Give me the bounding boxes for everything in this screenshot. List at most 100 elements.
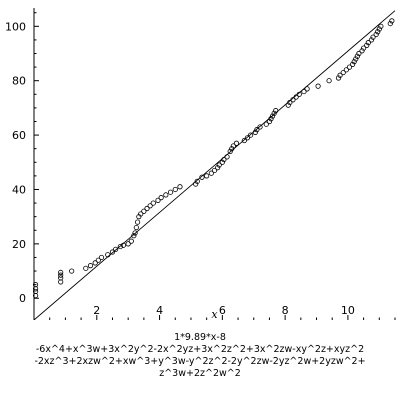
data-point [204,173,210,179]
data-point [216,162,222,168]
data-point [144,205,150,212]
data-point [296,91,302,97]
data-point [194,178,200,184]
y-tick-label: 20 [12,238,26,251]
equation-caption: 1*9.89*x-8 -6x^4+x^3w+3x^2y^2-2x^2yz+3x^… [0,332,400,380]
data-point [359,48,365,54]
y-tick-label: 40 [12,183,26,196]
x-tick-label: 2 [93,304,100,317]
x-tick-label: 8 [282,304,289,317]
data-point [361,45,367,51]
data-point [150,200,156,206]
ticks-group: 0 20 40 60 80 100 2 4 6 8 10 [5,12,396,320]
data-point [224,154,230,160]
data-point [193,181,199,187]
data-point [163,192,169,198]
data-point [244,135,251,141]
data-point [268,116,274,122]
data-point [326,78,332,84]
data-point [389,18,395,24]
data-point [125,241,131,247]
data-point [58,269,64,276]
data-point [58,275,64,281]
data-point [263,121,269,127]
data-point [285,102,291,108]
data-point [155,197,161,203]
data-point [340,69,346,76]
data-point [233,140,240,146]
x-axis-label: x [211,308,218,320]
data-point [287,99,293,106]
data-point [141,208,147,214]
data-point [375,29,381,35]
data-point [378,23,384,29]
data-point [147,203,153,209]
data-point [248,132,254,138]
data-point [211,167,218,174]
caption-line-3: -2xz^3+2xzw^2+xw^3+y^3w-y^2z^2-2y^2zw-2y… [34,356,366,367]
data-point [335,75,342,81]
data-point [290,97,296,103]
data-point [343,67,349,73]
caption-line-1: 1*9.89*x-8 [174,332,226,343]
data-point [134,219,141,225]
data-point [354,53,360,59]
data-point [92,260,98,266]
data-point [337,72,343,78]
data-point [304,86,310,92]
data-point [227,148,233,155]
data-point [69,268,75,274]
fit-line-group [33,10,396,320]
data-point [131,233,137,239]
data-point [215,165,221,171]
fit-line [33,10,396,320]
data-point [368,37,375,43]
data-point [257,124,263,130]
data-point [208,170,214,176]
data-point [301,88,307,95]
data-point [120,242,127,248]
x-tick-label: 4 [156,304,163,317]
caption-line-2: -6x^4+x^3w+3x^2y^2-2x^2yz+3x^2z^2+3x^2zw… [35,344,365,355]
data-point [254,127,260,133]
data-point [353,56,359,62]
data-point [266,118,273,125]
data-point [128,238,134,244]
data-point [158,195,164,201]
data-point [117,243,123,250]
data-point [219,159,225,165]
data-point [273,108,279,114]
data-point [58,272,64,278]
data-point [113,246,119,252]
scatter-plot: 0 20 40 60 80 100 2 4 6 8 10 x [5,8,396,320]
data-point [271,110,277,116]
data-point [133,224,139,231]
points-group [32,18,395,299]
data-point [346,64,353,70]
data-point [83,265,89,271]
y-tick-label: 0 [19,292,26,305]
data-point [167,189,174,195]
data-point [32,288,39,295]
data-point [365,40,371,46]
data-point [269,113,276,119]
data-point [351,59,357,65]
data-point [95,257,101,263]
data-point [241,137,247,144]
data-point [230,143,236,149]
data-point [387,20,393,27]
data-point [138,211,144,217]
data-point [221,156,227,163]
data-point [350,61,356,67]
x-tick-label: 10 [341,304,355,317]
data-point [229,146,235,152]
data-point [172,186,178,193]
data-point [109,249,116,255]
data-point [356,50,362,57]
data-point [177,184,183,190]
data-point [315,83,321,89]
data-point [293,94,299,100]
data-point [199,174,205,180]
data-point [252,129,258,135]
data-point [87,263,94,269]
